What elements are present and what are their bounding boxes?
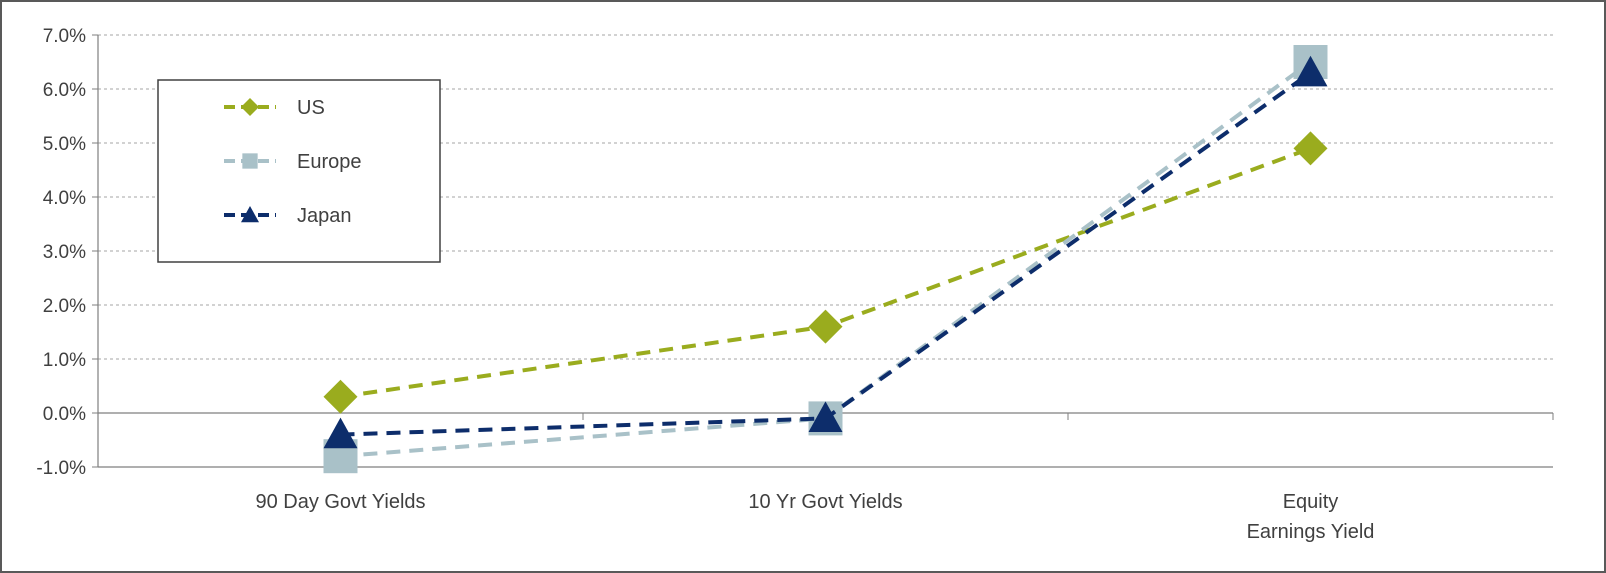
legend-box <box>157 79 441 263</box>
legend-entry-us: US <box>224 97 325 119</box>
y-tick-label: 1.0% <box>43 350 86 371</box>
legend-label: Japan <box>297 205 352 227</box>
x-axis-category-labels: 90 Day Govt Yields 10 Yr Govt Yields Equit… <box>255 491 1374 543</box>
y-tick-label: 6.0% <box>43 80 86 101</box>
legend-entry-japan: Japan <box>224 205 352 227</box>
triangle-marker <box>323 417 358 449</box>
y-tick-label: 4.0% <box>43 188 86 209</box>
diamond-marker <box>241 98 259 116</box>
y-tick-label: 3.0% <box>43 242 86 263</box>
y-tick-label: 5.0% <box>43 134 86 155</box>
legend: US Europe Japan <box>157 79 441 263</box>
y-tick-label: -1.0% <box>36 458 86 479</box>
y-tick-label: 2.0% <box>43 296 86 317</box>
legend-entry-europe: Europe <box>224 151 362 173</box>
y-axis-tick-labels: 7.0% 6.0% 5.0% 4.0% 3.0% 2.0% 1.0% 0.0% -1.0% <box>36 26 86 479</box>
legend-label: US <box>297 97 325 119</box>
x-category-label: 10 Yr Govt Yields <box>748 491 902 513</box>
triangle-marker <box>1293 55 1328 87</box>
y-tick-label: 7.0% <box>43 26 86 47</box>
legend-label: Europe <box>297 151 362 173</box>
diamond-marker <box>1293 131 1328 166</box>
series-japan <box>323 55 1328 449</box>
x-category-label: Earnings Yield <box>1247 521 1375 543</box>
x-category-label: 90 Day Govt Yields <box>255 491 425 513</box>
y-tick-label: 0.0% <box>43 404 86 425</box>
triangle-marker <box>241 206 259 223</box>
diamond-marker <box>808 309 843 344</box>
diamond-marker <box>323 379 358 414</box>
series-lines <box>323 45 1328 474</box>
triangle-marker <box>808 401 843 432</box>
series-us <box>323 131 1328 414</box>
x-category-label: Equity <box>1283 491 1339 513</box>
square-marker <box>242 153 258 169</box>
